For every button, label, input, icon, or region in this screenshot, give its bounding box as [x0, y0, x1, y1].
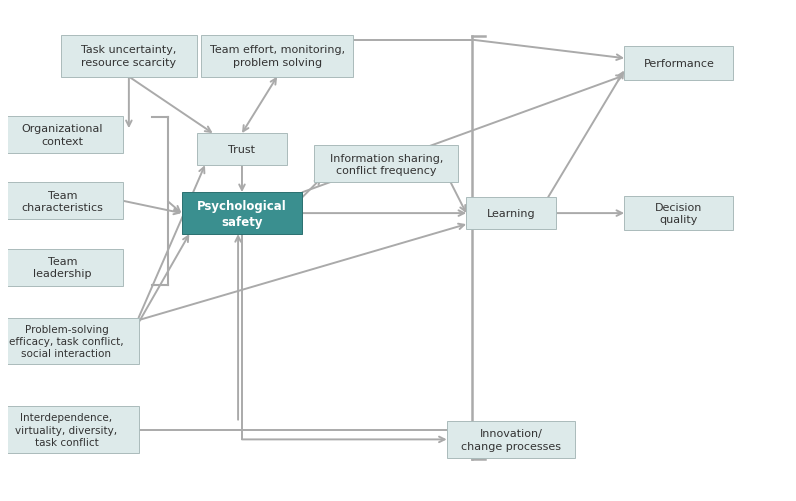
- Text: Decision
quality: Decision quality: [655, 202, 703, 225]
- FancyBboxPatch shape: [201, 36, 353, 78]
- Text: Innovation/
change processes: Innovation/ change processes: [461, 428, 561, 451]
- FancyBboxPatch shape: [447, 421, 576, 458]
- Text: Team
characteristics: Team characteristics: [21, 190, 103, 212]
- FancyBboxPatch shape: [624, 47, 733, 81]
- Text: Interdependence,
virtuality, diversity,
task conflict: Interdependence, virtuality, diversity, …: [15, 412, 118, 447]
- FancyBboxPatch shape: [2, 117, 123, 153]
- Text: Team
leadership: Team leadership: [33, 257, 92, 279]
- Text: Information sharing,
conflict frequency: Information sharing, conflict frequency: [330, 153, 443, 176]
- FancyBboxPatch shape: [60, 36, 197, 78]
- Text: Task uncertainty,
resource scarcity: Task uncertainty, resource scarcity: [81, 46, 177, 68]
- FancyBboxPatch shape: [466, 198, 556, 229]
- Text: Team effort, monitoring,
problem solving: Team effort, monitoring, problem solving: [209, 46, 345, 68]
- FancyBboxPatch shape: [0, 318, 139, 365]
- FancyBboxPatch shape: [2, 183, 123, 220]
- Text: Psychological
safety: Psychological safety: [197, 199, 287, 228]
- Text: Problem-solving
efficacy, task conflict,
social interaction: Problem-solving efficacy, task conflict,…: [9, 324, 124, 359]
- Text: Trust: Trust: [228, 145, 256, 155]
- FancyBboxPatch shape: [2, 249, 123, 286]
- FancyBboxPatch shape: [181, 193, 302, 234]
- FancyBboxPatch shape: [197, 134, 287, 166]
- FancyBboxPatch shape: [0, 406, 139, 453]
- FancyBboxPatch shape: [314, 146, 458, 183]
- Text: Learning: Learning: [487, 209, 536, 218]
- FancyBboxPatch shape: [624, 196, 733, 231]
- Text: Organizational
context: Organizational context: [21, 124, 103, 146]
- Text: Performance: Performance: [643, 59, 714, 69]
